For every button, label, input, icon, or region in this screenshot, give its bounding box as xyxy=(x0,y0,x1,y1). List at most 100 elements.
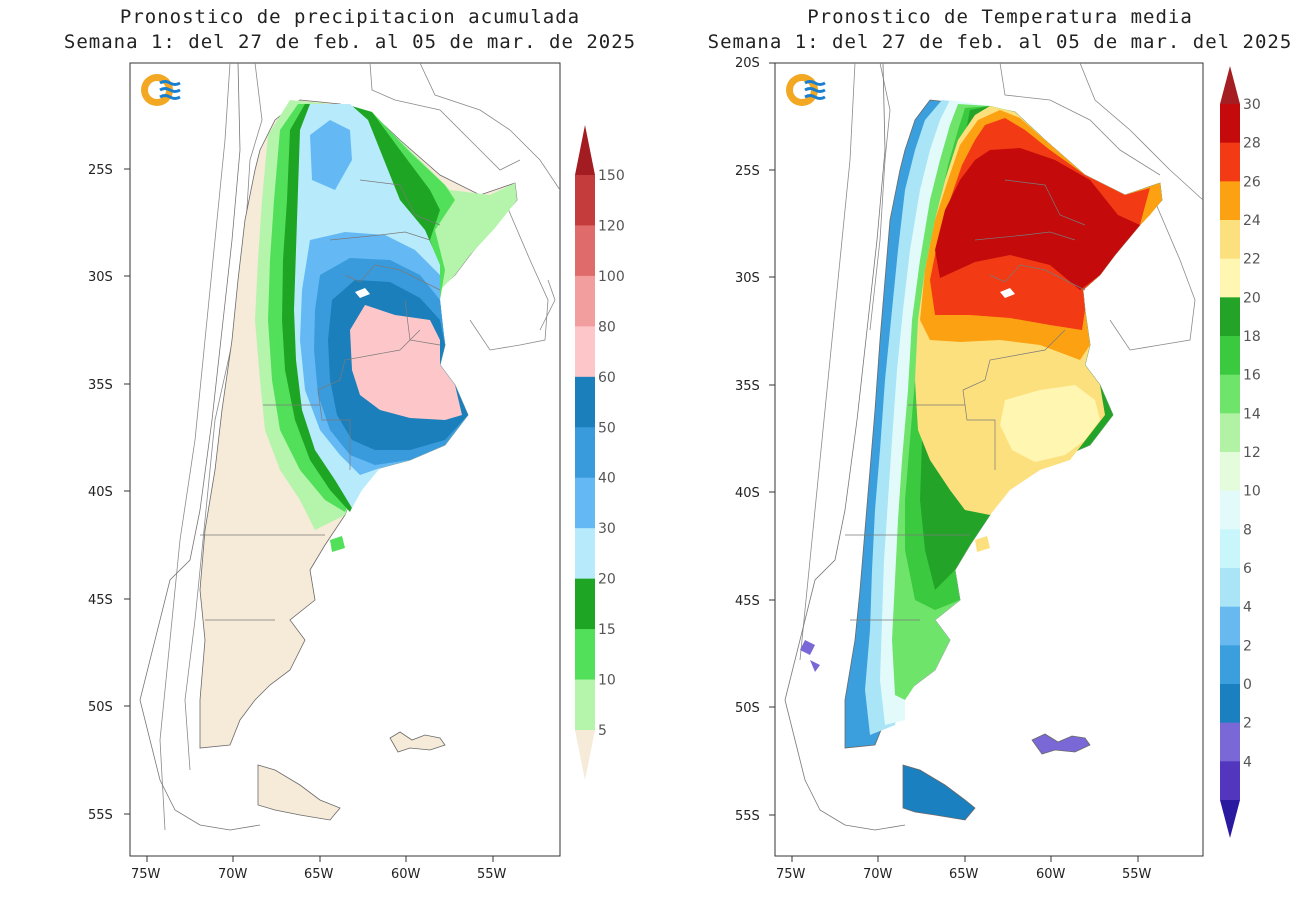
right-lat-label: 55S xyxy=(735,809,760,824)
right-province-borders xyxy=(845,179,1086,621)
temp-misiones-patch xyxy=(1140,183,1162,225)
right-lon-axis: 75W 70W 65W 60W 55W xyxy=(776,867,1152,882)
colorbar-label: 12 xyxy=(1243,445,1261,461)
colorbar-label: 26 xyxy=(1243,174,1261,190)
colorbar-label: 4 xyxy=(1243,754,1252,770)
colorbar-label: 40 xyxy=(598,471,616,487)
precip-valdes-patch xyxy=(330,536,345,552)
right-lat-label: 50S xyxy=(735,701,760,716)
colorbar-segment xyxy=(1220,568,1240,608)
right-map-title: Pronostico de Temperatura media Semana 1… xyxy=(690,5,1300,55)
left-lon-axis: 75W 70W 65W 60W 55W xyxy=(131,867,507,882)
right-lon-label: 65W xyxy=(949,867,979,882)
left-lat-label: 25S xyxy=(88,163,113,178)
colorbar-segment xyxy=(1220,297,1240,337)
right-tierra-del-fuego xyxy=(902,764,976,821)
colorbar-label: 15 xyxy=(598,622,616,638)
left-lon-label: 70W xyxy=(218,867,248,882)
colorbar-segment xyxy=(1220,645,1240,685)
left-lon-label: 55W xyxy=(477,867,507,882)
colorbar-label: 150 xyxy=(598,168,625,184)
right-lon-label: 75W xyxy=(776,867,806,882)
colorbar-segment xyxy=(1220,684,1240,724)
right-lon-label: 70W xyxy=(863,867,893,882)
colorbar-bottom-arrow xyxy=(1220,800,1240,838)
left-lat-label: 45S xyxy=(88,593,113,608)
right-ticks xyxy=(769,62,1139,862)
colorbar-segment xyxy=(575,528,595,580)
colorbar-segment xyxy=(575,225,595,277)
right-lat-label: 25S xyxy=(735,164,760,179)
colorbar-segment xyxy=(1220,452,1240,492)
colorbar-label: 30 xyxy=(598,521,616,537)
right-lat-label: 20S xyxy=(735,56,760,71)
left-lon-label: 65W xyxy=(304,867,334,882)
precip-band-60 xyxy=(350,305,462,420)
colorbar-segment xyxy=(1220,761,1240,801)
right-temp-map: 20S 25S 30S 35S 40S 45S 50S 55S 75W 70W … xyxy=(735,56,1261,882)
right-lon-label: 60W xyxy=(1036,867,1066,882)
colorbar-top-arrow xyxy=(1220,66,1240,104)
right-lon-label: 55W xyxy=(1122,867,1152,882)
colorbar-label: 30 xyxy=(1243,97,1261,113)
colorbar-label: 8 xyxy=(1243,522,1252,538)
right-logo-icon xyxy=(786,74,826,106)
colorbar-label: 4 xyxy=(1243,600,1252,616)
colorbar-segment xyxy=(1220,722,1240,762)
colorbar-label: 50 xyxy=(598,420,616,436)
colorbar-label: 120 xyxy=(598,218,625,234)
colorbar-segment xyxy=(1220,413,1240,453)
colorbar-segment xyxy=(575,578,595,630)
left-province-borders xyxy=(200,179,441,621)
left-lon-label: 60W xyxy=(391,867,421,882)
left-lat-axis: 25S 30S 35S 40S 45S 50S 55S xyxy=(88,163,113,823)
colorbar-segment xyxy=(1220,529,1240,569)
temp-valdes-patch xyxy=(975,536,990,552)
left-tierra-del-fuego xyxy=(257,764,341,821)
right-lat-label: 45S xyxy=(735,594,760,609)
colorbar-segment xyxy=(1220,374,1240,414)
colorbar-label: 20 xyxy=(598,572,616,588)
colorbar-segment xyxy=(575,376,595,428)
right-neighbor-borders xyxy=(799,63,1203,661)
right-lat-label: 30S xyxy=(735,271,760,286)
left-lat-label: 50S xyxy=(88,700,113,715)
colorbar-segment xyxy=(1220,258,1240,298)
colorbar-label: 60 xyxy=(598,370,616,386)
right-lake-mar-chiquita xyxy=(1000,288,1015,298)
colorbar-segment xyxy=(575,629,595,681)
left-neighbor-borders xyxy=(159,63,560,831)
right-lat-label: 35S xyxy=(735,379,760,394)
colorbar-label: 10 xyxy=(1243,484,1261,500)
colorbar-label: 2 xyxy=(1243,638,1252,654)
colorbar-bottom-arrow xyxy=(575,730,595,780)
left-lat-label: 55S xyxy=(88,808,113,823)
colorbar-segment xyxy=(1220,220,1240,260)
colorbar-label: 28 xyxy=(1243,136,1261,152)
colorbar-segment xyxy=(575,427,595,479)
left-lat-label: 40S xyxy=(88,485,113,500)
colorbar-label: 5 xyxy=(598,723,607,739)
left-lake-mar-chiquita xyxy=(355,288,370,298)
colorbar-label: 16 xyxy=(1243,368,1261,384)
right-lat-axis: 20S 25S 30S 35S 40S 45S 50S 55S xyxy=(735,56,760,824)
colorbar-segment xyxy=(575,679,595,731)
left-lat-label: 35S xyxy=(88,378,113,393)
left-malvinas xyxy=(389,731,446,753)
right-chile-coast xyxy=(784,63,906,831)
colorbar-label: 14 xyxy=(1243,406,1261,422)
colorbar-segment xyxy=(1220,104,1240,144)
colorbar-segment xyxy=(575,175,595,226)
colorbar-label: 80 xyxy=(598,319,616,335)
colorbar-top-arrow xyxy=(575,125,595,175)
left-lat-ticks xyxy=(124,168,494,862)
colorbar-label: 24 xyxy=(1243,213,1261,229)
left-lat-label: 30S xyxy=(88,270,113,285)
colorbar-label: 6 xyxy=(1243,561,1252,577)
right-lat-label: 40S xyxy=(735,486,760,501)
left-title-line1: Pronostico de precipitacion acumulada xyxy=(119,6,581,28)
colorbar-label: 20 xyxy=(1243,290,1261,306)
left-map-title: Pronostico de precipitacion acumulada Se… xyxy=(40,5,660,55)
colorbar-segment xyxy=(575,275,595,327)
